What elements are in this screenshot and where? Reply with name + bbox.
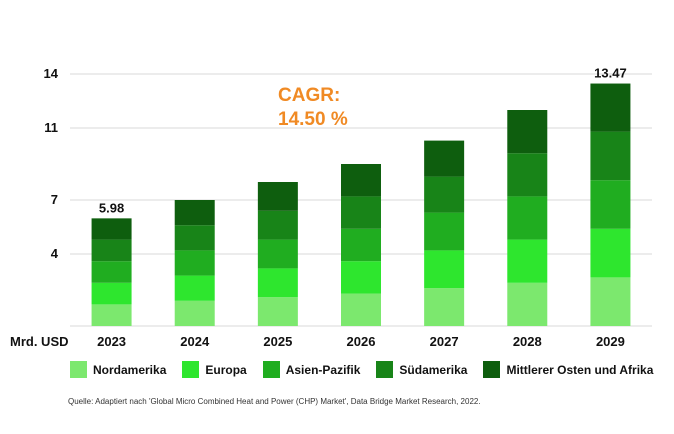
- bar-segment: [424, 212, 465, 251]
- x-tick-label: 2027: [430, 334, 459, 349]
- bar-segment: [424, 176, 465, 213]
- bar-segment: [257, 268, 298, 298]
- bar-segment: [341, 228, 381, 262]
- x-tick-label: 2025: [263, 334, 292, 349]
- legend-item-suedamerika: Südamerika: [376, 361, 467, 378]
- bar-segment: [341, 196, 381, 229]
- bar-segment: [590, 131, 631, 181]
- legend-label: Europa: [205, 362, 247, 377]
- bar-segment: [507, 153, 548, 197]
- x-tick-label: 2024: [180, 334, 210, 349]
- x-tick-label: 2026: [347, 334, 376, 349]
- y-axis-unit-label: Mrd. USD: [10, 334, 69, 349]
- y-tick-label: 4: [51, 246, 59, 261]
- bar-segment: [174, 250, 215, 276]
- x-tick-label: 2023: [97, 334, 126, 349]
- legend-swatch: [182, 361, 200, 378]
- legend-label: Asien-Pazifik: [285, 362, 361, 377]
- bar-segment: [341, 293, 381, 326]
- bar-segment: [507, 282, 548, 326]
- bar-segment: [424, 250, 465, 289]
- x-tick-label: 2028: [513, 334, 542, 349]
- bar-segment: [174, 200, 215, 226]
- bar-segment: [507, 110, 548, 154]
- legend-swatch: [483, 361, 501, 378]
- bar-segment: [257, 239, 298, 269]
- bar-segment: [174, 225, 215, 251]
- bar-segment: [91, 218, 132, 240]
- legend-label: Nordamerika: [93, 362, 167, 377]
- bar-segment: [91, 282, 132, 305]
- bar-segment: [91, 239, 132, 262]
- x-tick-label: 2029: [596, 334, 625, 349]
- bar-segment: [257, 182, 298, 211]
- total-value-label: 5.98: [99, 200, 124, 215]
- bar-segment: [341, 261, 381, 294]
- bar-segment: [257, 297, 298, 326]
- bar-segment: [507, 196, 548, 240]
- legend-item-mittlerer-osten-afrika: Mittlerer Osten und Afrika: [483, 361, 653, 378]
- bar-segment: [91, 304, 132, 326]
- y-tick-label: 14: [44, 66, 59, 81]
- bar-segment: [174, 300, 215, 326]
- bar-segment: [341, 164, 381, 197]
- bar-segment: [174, 275, 215, 301]
- legend-swatch: [262, 361, 280, 378]
- bar-segment: [257, 210, 298, 240]
- legend-label: Mittlerer Osten und Afrika: [506, 362, 654, 377]
- bar-segment: [507, 239, 548, 283]
- legend-item-asien-pazifik: Asien-Pazifik: [262, 361, 361, 378]
- source-note: Quelle: Adaptiert nach 'Global Micro Com…: [68, 397, 481, 406]
- total-value-label: 13.47: [594, 66, 627, 81]
- y-tick-label: 7: [51, 192, 58, 207]
- bar-segment: [424, 288, 465, 326]
- bar-segment: [424, 140, 465, 177]
- bar-segment: [590, 180, 631, 229]
- legend-swatch: [70, 361, 87, 378]
- legend-item-europa: Europa: [182, 361, 247, 378]
- legend: Nordamerika Europa Asien-Pazifik Südamer…: [70, 361, 669, 378]
- y-tick-label: 11: [44, 120, 58, 135]
- legend-label: Südamerika: [399, 362, 468, 377]
- cagr-annotation: CAGR: 14.50 %: [278, 84, 348, 132]
- legend-swatch: [376, 361, 394, 378]
- bar-segment: [91, 261, 132, 283]
- legend-item-nordamerika: Nordamerika: [70, 361, 166, 378]
- cagr-label: CAGR:: [278, 85, 341, 106]
- bar-segment: [590, 83, 631, 132]
- bar-segment: [590, 228, 631, 278]
- cagr-value: 14.50 %: [278, 109, 348, 130]
- bar-segment: [590, 277, 631, 326]
